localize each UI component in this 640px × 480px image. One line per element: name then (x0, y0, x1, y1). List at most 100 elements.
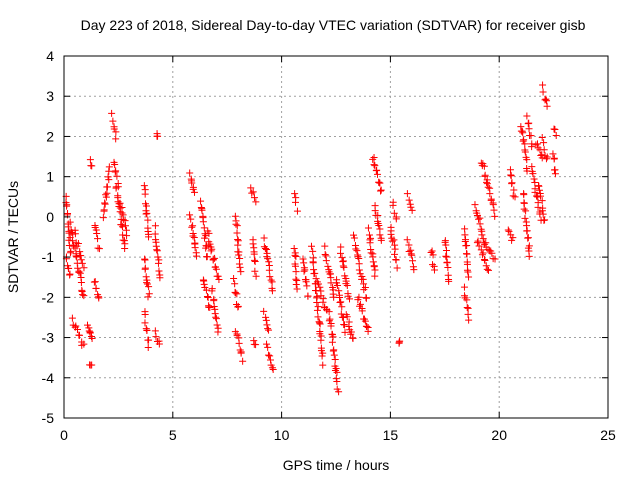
data-point-marker (262, 245, 270, 253)
data-point-marker (251, 267, 259, 275)
data-point-marker (551, 126, 559, 134)
data-point-marker (154, 259, 162, 267)
data-point-marker (77, 279, 85, 287)
data-point-marker (118, 209, 126, 217)
data-point-marker (549, 150, 557, 158)
data-point-marker (538, 197, 546, 205)
data-point-marker (541, 216, 549, 224)
data-point-marker (292, 268, 300, 276)
data-point-marker (474, 237, 482, 245)
data-point-marker (390, 209, 398, 217)
y-axis-label: SDTVAR / TECUs (5, 181, 21, 293)
data-point-marker (507, 171, 515, 179)
data-point-marker (103, 189, 111, 197)
data-point-marker (539, 88, 547, 96)
data-point-marker (370, 161, 378, 169)
data-point-marker (142, 273, 150, 281)
data-point-marker (143, 279, 151, 287)
data-point-marker (387, 230, 395, 238)
data-point-marker (304, 292, 312, 300)
data-point-marker (250, 194, 258, 202)
data-point-marker (104, 173, 112, 181)
data-point-marker (212, 313, 220, 321)
data-point-marker (66, 270, 74, 278)
data-point-marker (155, 267, 163, 275)
data-point-marker (188, 223, 196, 231)
data-point-marker (263, 321, 271, 329)
y-tick-label: -3 (42, 330, 55, 346)
data-point-marker (112, 135, 120, 143)
data-point-marker (144, 293, 152, 301)
data-point-marker (144, 343, 152, 351)
data-point-marker (108, 109, 116, 117)
data-point-marker (491, 212, 499, 220)
data-point-marker (264, 343, 272, 351)
data-point-marker (121, 244, 129, 252)
data-point-marker (327, 322, 335, 330)
data-point-marker (337, 243, 345, 251)
data-point-marker (371, 266, 379, 274)
data-point-marker (541, 96, 549, 104)
data-point-marker (66, 218, 74, 226)
data-points (62, 81, 560, 396)
data-point-marker (542, 155, 550, 163)
data-point-marker (88, 162, 96, 170)
data-point-marker (318, 352, 326, 360)
data-point-marker (233, 222, 241, 230)
data-point-marker (268, 287, 276, 295)
data-point-marker (362, 294, 370, 302)
data-point-marker (521, 148, 529, 156)
grid-lines (64, 56, 608, 418)
data-point-marker (200, 224, 208, 232)
data-point-marker (190, 188, 198, 196)
data-point-marker (329, 347, 337, 355)
data-point-marker (543, 153, 551, 161)
data-point-marker (355, 266, 363, 274)
data-point-marker (367, 246, 375, 254)
data-point-marker (465, 273, 473, 281)
data-point-marker (475, 215, 483, 223)
data-point-marker (303, 282, 311, 290)
data-point-marker (155, 340, 163, 348)
data-point-marker (235, 260, 243, 268)
data-point-marker (105, 167, 113, 175)
data-point-marker (522, 207, 530, 215)
data-point-marker (445, 277, 453, 285)
data-point-marker (319, 295, 327, 303)
data-point-marker (143, 209, 151, 217)
data-point-marker (442, 246, 450, 254)
data-point-marker (346, 295, 354, 303)
data-point-marker (236, 346, 244, 354)
data-point-marker (293, 285, 301, 293)
data-point-marker (392, 256, 400, 264)
data-point-marker (333, 377, 341, 385)
data-point-marker (478, 251, 486, 259)
data-point-marker (391, 250, 399, 258)
data-point-marker (260, 307, 268, 315)
data-point-marker (300, 259, 308, 267)
data-point-marker (509, 192, 517, 200)
data-point-marker (269, 365, 277, 373)
data-point-marker (530, 175, 538, 183)
data-point-marker (336, 299, 344, 307)
data-point-marker (388, 237, 396, 245)
data-point-marker (94, 235, 102, 243)
data-point-marker (395, 339, 403, 347)
data-point-marker (112, 128, 120, 136)
data-point-marker (534, 203, 542, 211)
data-point-marker (237, 348, 245, 356)
data-point-marker (86, 329, 94, 337)
data-point-marker (265, 266, 273, 274)
data-point-marker (151, 222, 159, 230)
data-point-marker (236, 263, 244, 271)
data-point-marker (361, 284, 369, 292)
data-point-marker (521, 140, 529, 148)
data-point-marker (479, 249, 487, 257)
data-point-marker (65, 265, 73, 273)
data-point-marker (517, 123, 525, 131)
data-point-marker (534, 140, 542, 148)
data-point-marker (249, 188, 257, 196)
x-tick-label: 0 (60, 427, 68, 443)
data-point-marker (480, 162, 488, 170)
data-point-marker (338, 254, 346, 262)
